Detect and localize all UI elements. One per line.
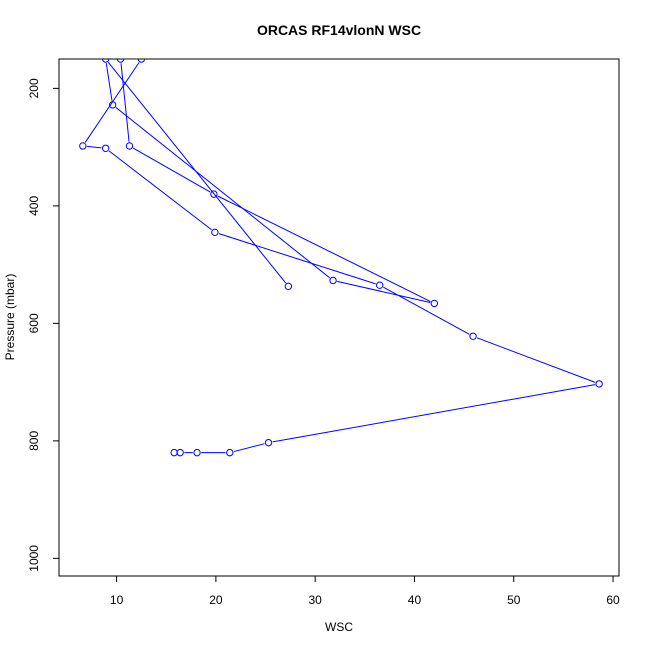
- series-line-segment: [272, 384, 596, 443]
- plot-frame: [58, 58, 620, 577]
- y-axis-label: Pressure (mbar): [3, 274, 17, 361]
- series-line-segment: [86, 145, 102, 149]
- series-line-segment: [132, 147, 211, 193]
- series-line-segment: [218, 233, 376, 285]
- data-point: [211, 228, 219, 237]
- series-layer: [79, 59, 603, 457]
- x-tick-label: 40: [408, 593, 422, 607]
- series-line-segment: [105, 63, 113, 101]
- data-point: [329, 276, 337, 285]
- series-line-segment: [84, 62, 140, 143]
- x-axis-label: WSC: [325, 620, 353, 634]
- series-line-segment: [383, 286, 470, 335]
- data-point: [430, 299, 439, 308]
- series-line-segment: [337, 280, 431, 303]
- data-point: [210, 190, 218, 198]
- x-tick-label: 20: [209, 593, 223, 607]
- data-point: [264, 438, 273, 447]
- data-point: [116, 59, 125, 63]
- chart-title: ORCAS RF14vlonN WSC: [257, 22, 421, 38]
- x-tick-label: 30: [308, 593, 322, 607]
- data-point: [170, 448, 178, 457]
- y-tick-label: 400: [27, 196, 41, 216]
- data-point: [137, 59, 146, 63]
- series-line-segment: [115, 107, 331, 279]
- data-point: [125, 142, 134, 150]
- y-tick-label: 600: [27, 313, 41, 333]
- x-axis: 10 20 30 40 50 60: [110, 575, 620, 607]
- y-tick-label: 1000: [27, 545, 41, 572]
- data-point: [101, 144, 110, 153]
- x-tick-label: 60: [606, 593, 620, 607]
- x-tick-label: 50: [507, 593, 521, 607]
- data-point: [176, 448, 184, 457]
- data-point: [101, 59, 110, 63]
- y-tick-label: 200: [27, 78, 41, 98]
- y-axis: 200 400 600 800 1000: [27, 78, 60, 572]
- series-line-segment: [120, 63, 130, 142]
- data-point: [376, 281, 384, 289]
- series-line-segment: [233, 443, 265, 453]
- series-line-segment: [107, 61, 287, 284]
- y-tick-label: 800: [27, 431, 41, 451]
- data-point: [595, 380, 603, 388]
- data-point: [226, 448, 234, 457]
- series-line-segment: [108, 150, 212, 231]
- x-tick-label: 10: [110, 593, 124, 607]
- data-point: [79, 142, 87, 150]
- data-point: [284, 282, 293, 291]
- series-line-segment: [476, 337, 596, 383]
- series-line-segment: [217, 195, 431, 302]
- data-point: [193, 448, 201, 457]
- data-point: [108, 101, 117, 109]
- data-point: [469, 332, 477, 340]
